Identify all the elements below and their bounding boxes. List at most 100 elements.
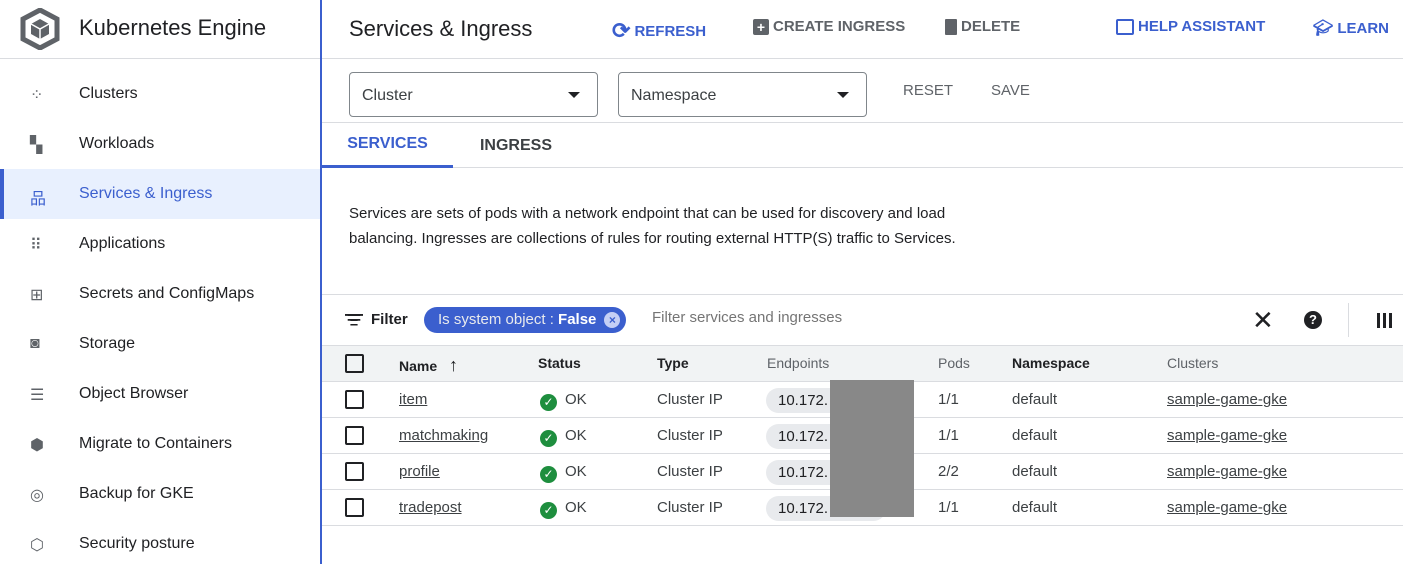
service-name-link[interactable]: matchmaking [399, 427, 489, 444]
column-name[interactable]: Name ↑ [399, 355, 458, 376]
sort-ascending-icon: ↑ [449, 355, 459, 375]
cluster-link[interactable]: sample-game-gke [1167, 499, 1288, 516]
check-circle-icon: ✓ [540, 466, 557, 483]
help-icon[interactable]: ? [1304, 311, 1322, 329]
status-text: OK [565, 499, 587, 516]
sidebar-item-object-browser[interactable]: ☰ Object Browser [0, 369, 320, 419]
sidebar-item-label: Storage [79, 335, 136, 352]
row-checkbox[interactable] [345, 498, 364, 517]
security-icon: ⬡ [30, 537, 44, 554]
row-checkbox[interactable] [345, 390, 364, 409]
filter-chip[interactable]: Is system object : False × [424, 307, 627, 333]
services-icon: 品 [30, 191, 47, 208]
dropdown-arrow-icon [568, 92, 580, 98]
sidebar-item-workloads[interactable]: ▚ Workloads [0, 119, 320, 169]
redacted-region [830, 380, 914, 517]
applications-icon: ⠿ [30, 237, 42, 254]
filter-label: Filter [371, 311, 408, 328]
column-clusters: Clusters [1167, 355, 1219, 371]
cluster-select[interactable]: Cluster [349, 72, 598, 117]
column-display-icon[interactable] [1377, 313, 1392, 328]
check-circle-icon: ✓ [540, 502, 557, 519]
remove-chip-icon[interactable]: × [604, 312, 621, 328]
column-type[interactable]: Type [657, 355, 689, 371]
sidebar-item-migrate-to-containers[interactable]: ⬢ Migrate to Containers [0, 419, 320, 469]
clear-filter-icon[interactable]: ✕ [1252, 305, 1274, 335]
type-cell: Cluster IP [657, 463, 723, 480]
sidebar-item-applications[interactable]: ⠿ Applications [0, 219, 320, 269]
tab-ingress[interactable]: INGRESS [479, 136, 552, 154]
sidebar-item-label: Workloads [79, 135, 155, 152]
row-checkbox[interactable] [345, 426, 364, 445]
namespace-cell: default [1012, 463, 1058, 480]
sidebar-header: Kubernetes Engine [0, 0, 320, 59]
sidebar-item-label: Secrets and ConfigMaps [79, 285, 255, 302]
pods-cell: 1/1 [938, 427, 959, 444]
column-name-label: Name [399, 358, 438, 374]
status-text: OK [565, 427, 587, 444]
cluster-link[interactable]: sample-game-gke [1167, 463, 1288, 480]
sidebar-item-label: Clusters [79, 85, 138, 102]
reset-button[interactable]: RESET [903, 82, 954, 99]
tab-services[interactable]: SERVICES [322, 123, 453, 168]
sidebar-item-security-posture[interactable]: ⬡ Security posture [0, 519, 320, 569]
learn-button[interactable]: 🎓︎ LEARN [1313, 18, 1389, 38]
pods-cell: 1/1 [938, 391, 959, 408]
secrets-icon: ⊞ [30, 287, 44, 304]
divider [1348, 303, 1349, 337]
service-name-link[interactable]: tradepost [399, 499, 462, 516]
help-assistant-button[interactable]: HELP ASSISTANT [1116, 18, 1265, 35]
refresh-label: REFRESH [634, 22, 707, 40]
service-name-link[interactable]: profile [399, 463, 440, 480]
sidebar-item-clusters[interactable]: ⁘ Clusters [0, 69, 320, 119]
sidebar-item-backup-for-gke[interactable]: ◎ Backup for GKE [0, 469, 320, 519]
sidebar-item-label: Services & Ingress [79, 185, 213, 202]
sidebar-item-storage[interactable]: ◙ Storage [0, 319, 320, 369]
sidebar-item-label: Backup for GKE [79, 485, 194, 502]
cluster-link[interactable]: sample-game-gke [1167, 427, 1288, 444]
column-status[interactable]: Status [538, 355, 581, 371]
type-cell: Cluster IP [657, 427, 723, 444]
workloads-icon: ▚ [30, 137, 43, 154]
namespace-cell: default [1012, 499, 1058, 516]
chip-value: False [558, 311, 597, 328]
table-header: Name ↑ Status Type Endpoints Pods Namesp… [322, 346, 1403, 382]
save-button[interactable]: SAVE [991, 82, 1030, 99]
filter-input[interactable] [652, 309, 1052, 326]
filter-icon [345, 313, 363, 326]
status-text: OK [565, 463, 587, 480]
chip-key: Is system object : [438, 311, 559, 328]
row-checkbox[interactable] [345, 462, 364, 481]
column-endpoints: Endpoints [767, 355, 830, 371]
status-cell: ✓ OK [540, 427, 587, 447]
namespace-cell: default [1012, 427, 1058, 444]
sidebar-item-label: Object Browser [79, 385, 189, 402]
delete-label: DELETE [961, 18, 1021, 35]
chat-icon [1116, 18, 1134, 35]
sidebar-item-services-ingress[interactable]: 品 Services & Ingress [0, 169, 320, 219]
cluster-select-label: Cluster [362, 87, 413, 104]
sidebar-item-label: Applications [79, 235, 166, 252]
clusters-icon: ⁘ [30, 87, 44, 104]
column-pods: Pods [938, 355, 970, 371]
create-ingress-button[interactable]: + CREATE INGRESS [753, 18, 905, 35]
sidebar-item-label: Migrate to Containers [79, 435, 232, 452]
filter-button[interactable]: Filter [345, 311, 408, 328]
check-circle-icon: ✓ [540, 430, 557, 447]
status-cell: ✓ OK [540, 499, 587, 519]
sidebar-item-secrets-and-configmaps[interactable]: ⊞ Secrets and ConfigMaps [0, 269, 320, 319]
delete-button[interactable]: DELETE [945, 18, 1020, 35]
cluster-link[interactable]: sample-game-gke [1167, 391, 1288, 408]
trash-icon [945, 18, 957, 35]
refresh-icon: ⟳ [612, 18, 631, 43]
backup-icon: ◎ [30, 487, 44, 504]
object-browser-icon: ☰ [30, 387, 45, 404]
namespace-select[interactable]: Namespace [618, 72, 867, 117]
type-cell: Cluster IP [657, 391, 723, 408]
sidebar-item-label: Security posture [79, 535, 195, 552]
table-row: tradepost ✓ OK Cluster IP 10.172. 1/1 def… [322, 490, 1403, 526]
service-name-link[interactable]: item [399, 391, 428, 408]
column-namespace[interactable]: Namespace [1012, 355, 1090, 371]
refresh-button[interactable]: ⟳ REFRESH [612, 18, 706, 44]
select-all-checkbox[interactable] [345, 354, 364, 373]
